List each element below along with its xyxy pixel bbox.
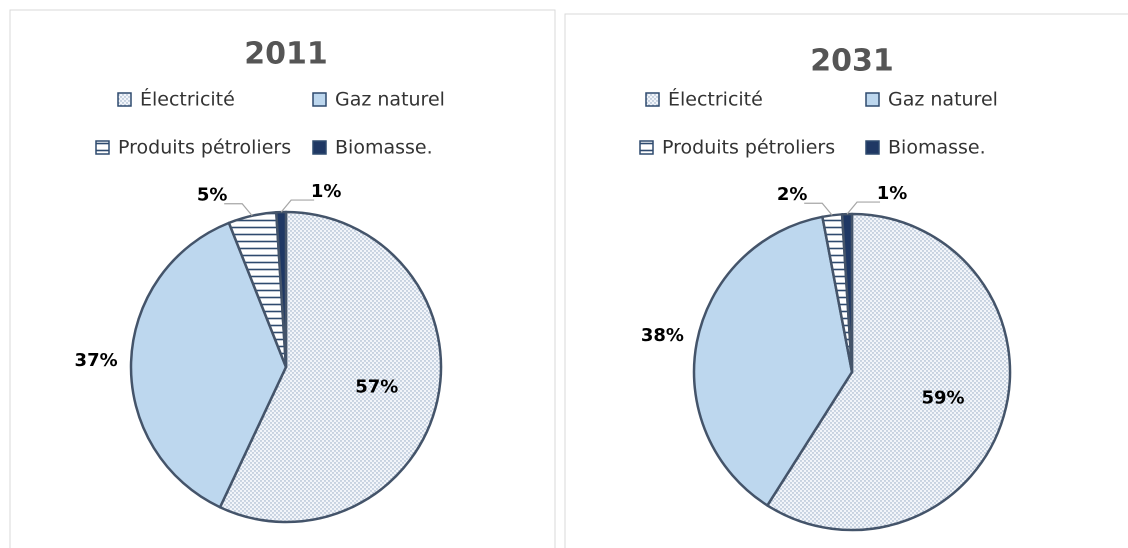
legend-swatch xyxy=(865,92,880,107)
chart-title: 2031 xyxy=(810,44,894,79)
legend-swatch xyxy=(312,92,327,107)
leader-line xyxy=(804,202,833,216)
panel xyxy=(9,9,556,548)
legend-swatch xyxy=(95,140,110,155)
legend-label: Produits pétroliers xyxy=(118,137,291,159)
data-label: 1% xyxy=(311,181,342,202)
legend-label: Produits pétroliers xyxy=(662,137,835,159)
legend-label: Biomasse. xyxy=(335,137,433,159)
legend-label: Gaz naturel xyxy=(888,89,998,111)
legend-label: Électricité xyxy=(668,88,763,111)
panel xyxy=(564,13,1128,548)
data-label: 2% xyxy=(777,184,808,205)
pie-slice xyxy=(218,210,443,524)
chart-title: 2011 xyxy=(244,37,328,72)
legend-swatch xyxy=(865,140,880,155)
data-label: 57% xyxy=(355,376,398,397)
legend-swatch xyxy=(639,140,654,155)
legend-label: Biomasse. xyxy=(888,137,986,159)
pie-slice xyxy=(840,212,854,374)
legend-label: Gaz naturel xyxy=(335,89,445,111)
legend-swatch xyxy=(312,140,327,155)
leader-line xyxy=(280,199,315,213)
data-label: 38% xyxy=(641,325,684,346)
legend-swatch xyxy=(645,92,660,107)
leader-line xyxy=(846,201,881,215)
pie-slice xyxy=(129,221,288,509)
data-label: 1% xyxy=(877,183,908,204)
data-label: 5% xyxy=(197,185,228,206)
legend-label: Électricité xyxy=(140,88,235,111)
data-label: 59% xyxy=(921,387,964,408)
data-label: 37% xyxy=(75,350,118,371)
pie-slice xyxy=(692,215,854,507)
legend-swatch xyxy=(117,92,132,107)
pie-slice xyxy=(766,212,1012,532)
leader-line xyxy=(224,203,253,217)
pie-slice xyxy=(275,210,288,369)
